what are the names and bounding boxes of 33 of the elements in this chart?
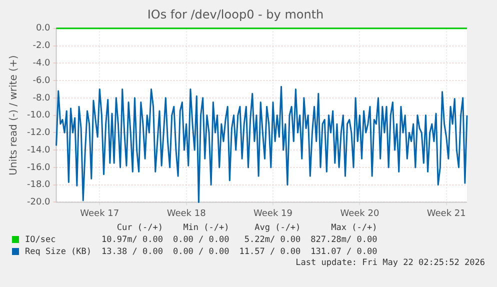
y-tick-label: 0.0 <box>36 24 51 34</box>
x-tick-label: Week 17 <box>80 208 120 219</box>
text: 131.07 / 0.00 <box>310 246 378 258</box>
y-tick-label: -6.0 <box>32 76 51 86</box>
y-tick-label: -8.0 <box>32 93 51 104</box>
text: 10.97m/ 0.00 <box>100 234 163 246</box>
x-tick-label: Week 19 <box>254 208 293 219</box>
y-axis-title: Units read (-) / write (+) <box>8 55 20 176</box>
text: Min (-/+) <box>182 222 230 234</box>
y-tick-label: -10.0 <box>26 110 51 121</box>
x-tick-label: Week 18 <box>166 208 206 219</box>
x-tick-label: Week 21 <box>426 208 466 219</box>
text: Last update: Fri May 22 02:25:52 2026 <box>296 258 485 268</box>
text: 5.22m/ 0.00 <box>243 234 301 246</box>
y-tick-label: -14.0 <box>26 145 51 156</box>
y-tick-label: -20.0 <box>26 198 51 208</box>
y-tick-label: -2.0 <box>32 41 51 52</box>
text: 13.38 / 0.00 <box>100 246 163 258</box>
y-tick-label: -12.0 <box>26 128 51 138</box>
chart-title: IOs for /dev/loop0 - by month <box>147 7 324 22</box>
y-tick-label: -16.0 <box>26 162 51 173</box>
text: Cur (-/+) <box>116 222 163 234</box>
text: 0.00 / 0.00 <box>172 234 230 246</box>
x-tick-label: Week 20 <box>340 208 380 219</box>
legend-label: IO/sec <box>24 234 57 246</box>
text: 11.57 / 0.00 <box>238 246 301 258</box>
text: Avg (-/+) <box>254 222 301 234</box>
y-tick-label: -4.0 <box>32 58 51 69</box>
y-tick-label: -18.0 <box>26 180 51 190</box>
text: 827.28m/ 0.00 <box>310 234 378 246</box>
text: 0.00 / 0.00 <box>172 246 230 258</box>
legend-label: Req Size (KB) <box>24 246 92 258</box>
text: Max (-/+) <box>330 222 378 234</box>
